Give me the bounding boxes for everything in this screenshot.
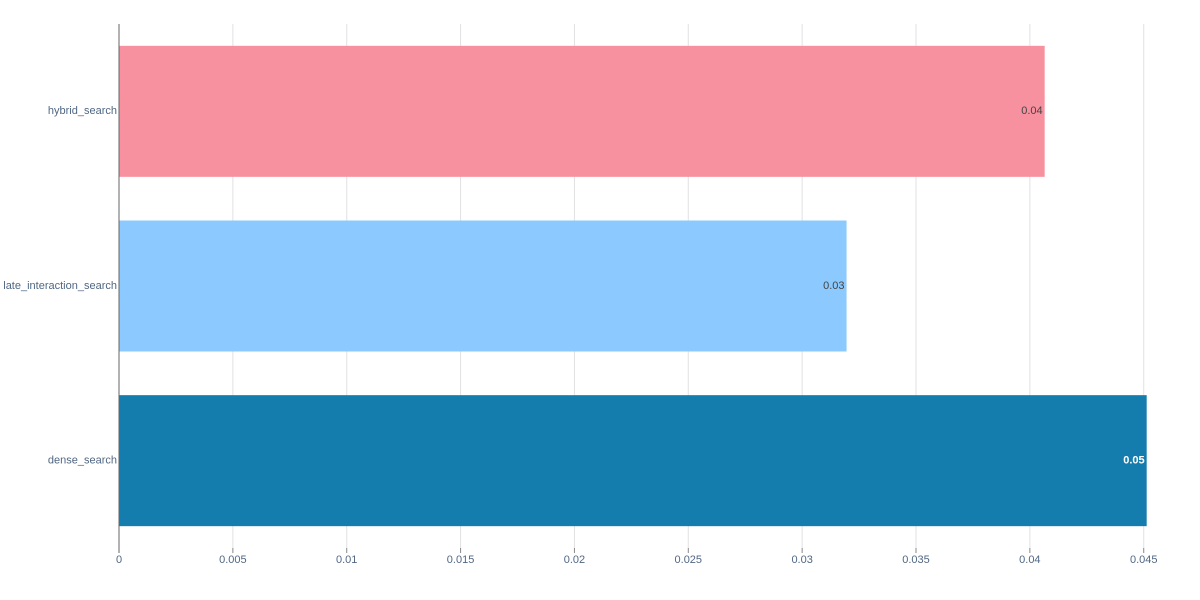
x-tick-label: 0.035: [902, 554, 930, 566]
x-tick-label: 0.01: [336, 554, 357, 566]
x-tick-label: 0.045: [1130, 554, 1158, 566]
x-tick-label: 0.04: [1019, 554, 1040, 566]
bar: [119, 220, 847, 352]
bar: [119, 395, 1147, 527]
y-tick-label: late_interaction_search: [3, 280, 117, 292]
x-tick-label: 0.015: [447, 554, 475, 566]
value-label: 0.03: [823, 280, 844, 292]
x-tick-label: 0.02: [564, 554, 585, 566]
x-tick-label: 0.005: [219, 554, 247, 566]
x-tick-label: 0.03: [791, 554, 812, 566]
y-tick-label: dense_search: [48, 455, 117, 467]
x-tick-label: 0: [116, 554, 122, 566]
x-tick-label: 0.025: [675, 554, 703, 566]
value-label: 0.04: [1021, 105, 1042, 117]
value-label: 0.05: [1123, 455, 1144, 467]
y-tick-label: hybrid_search: [48, 105, 117, 117]
bar: [119, 45, 1045, 177]
